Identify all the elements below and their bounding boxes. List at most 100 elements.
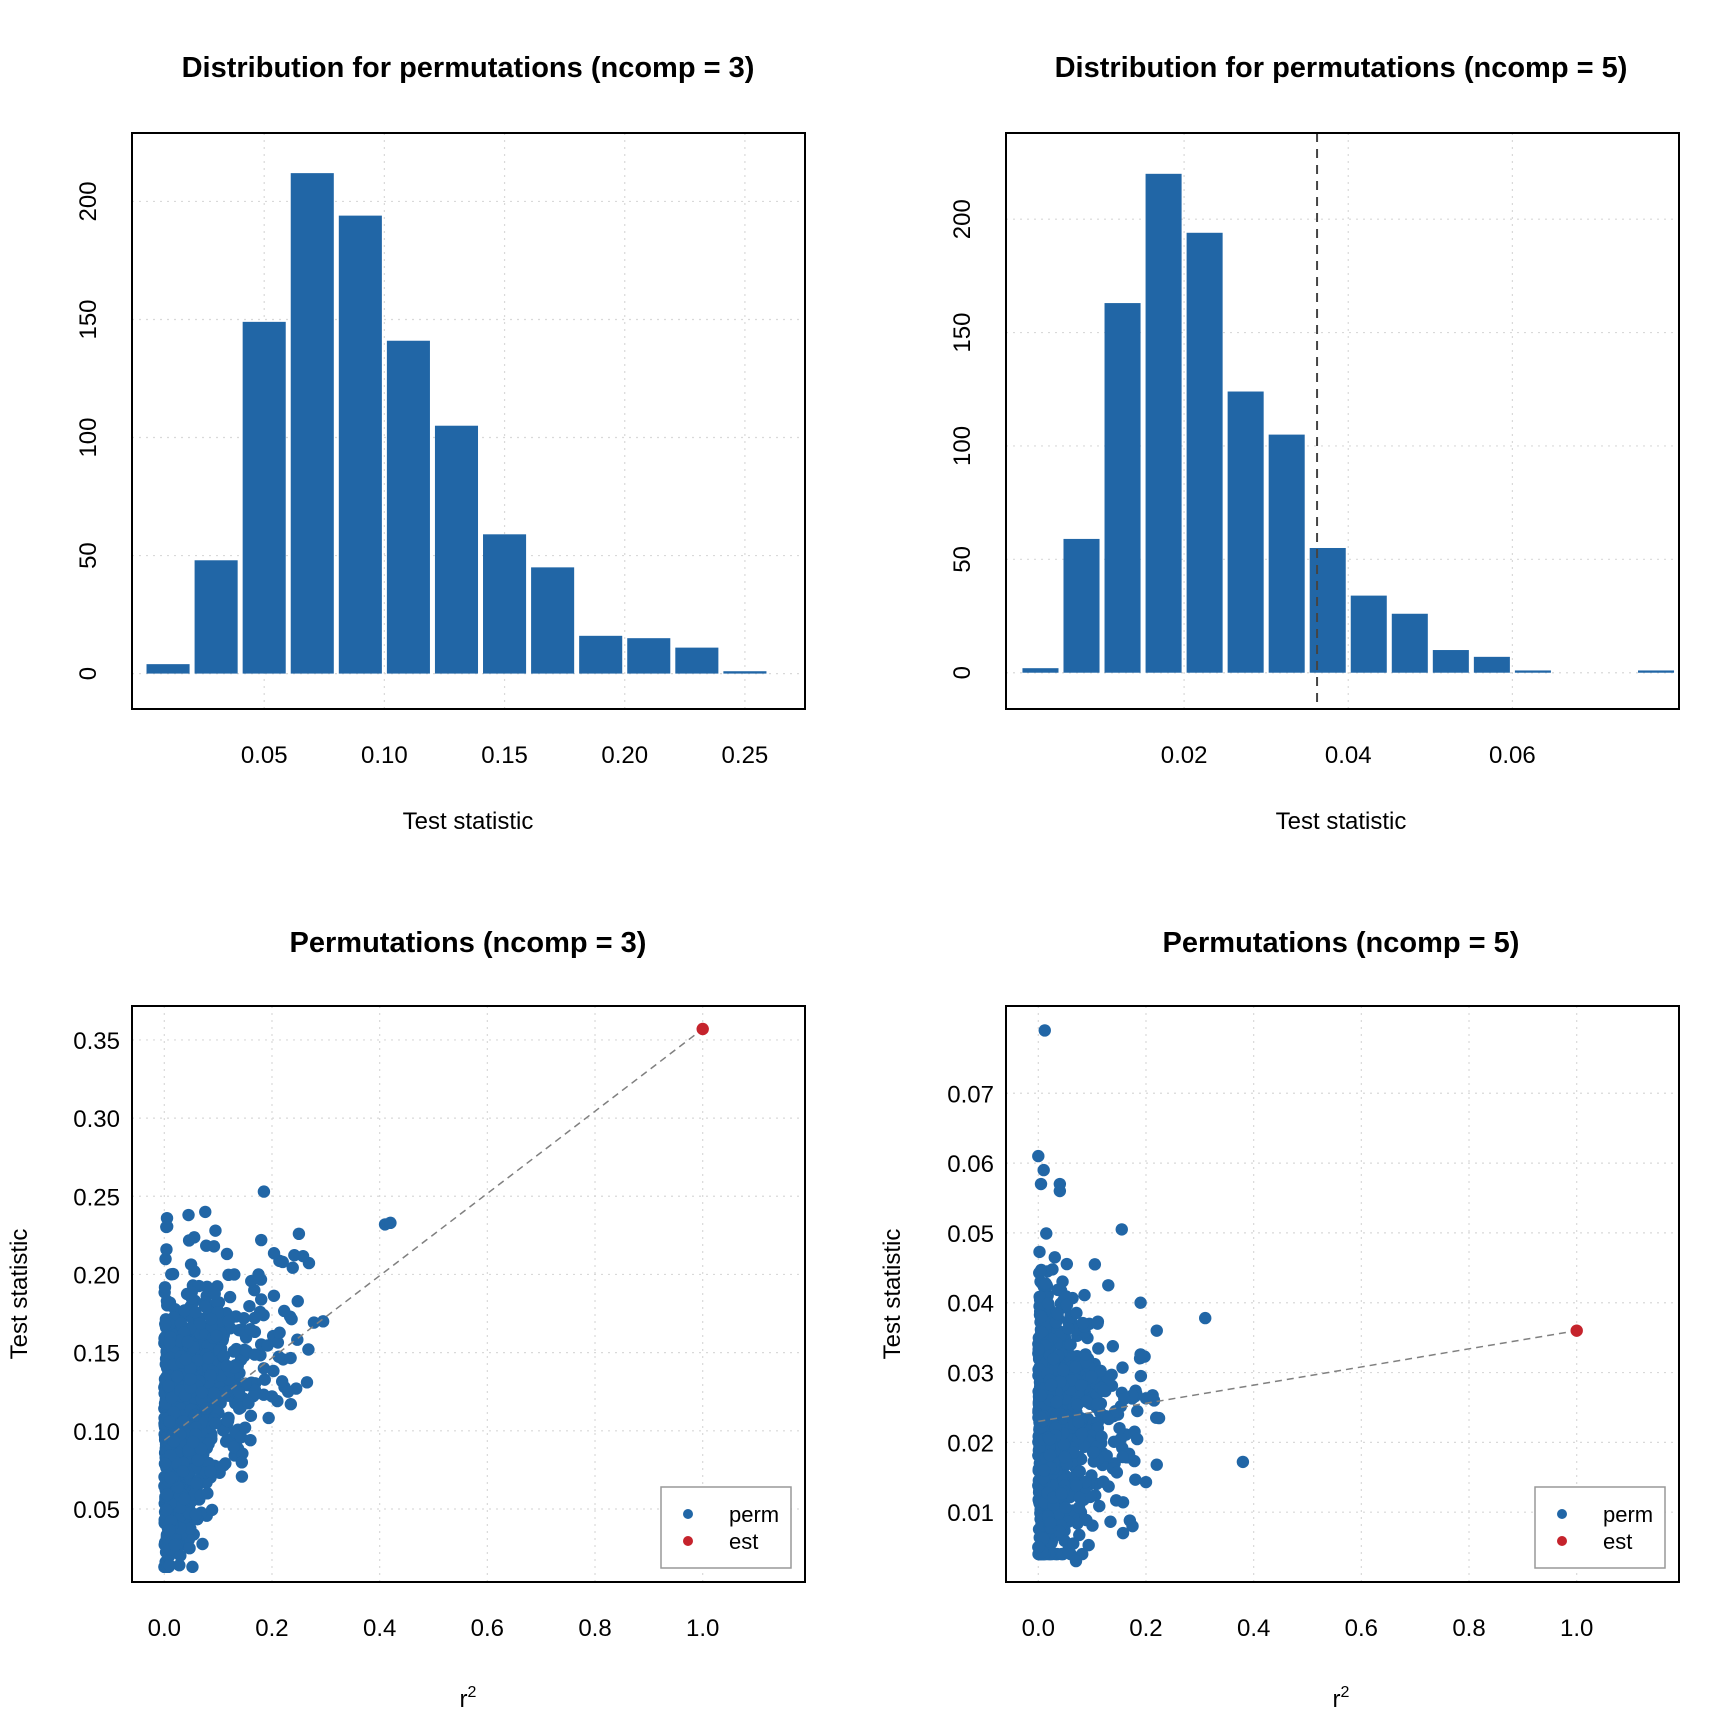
perm-point [1078,1288,1091,1302]
histogram-bar [338,215,382,674]
histogram-bar [1145,173,1182,673]
y-tick-label: 0 [949,666,976,679]
perm-point [300,1376,314,1389]
perm-point [262,1411,275,1425]
perm-point [163,1336,177,1349]
perm-point [228,1268,241,1281]
histogram-bar [1432,650,1469,673]
plot-frame [1005,132,1680,710]
y-axis-label: Test statistic [6,1229,33,1360]
perm-point [1048,1251,1061,1264]
x-axis-label-base: r [460,1686,468,1713]
perm-point [158,1457,172,1470]
perm-point [168,1538,182,1552]
perm-point [1073,1465,1086,1478]
histogram-bar [531,567,575,674]
perm-point [165,1391,178,1405]
histogram-bar [675,647,719,674]
scatter-panel-ncomp-3: Permutations (ncomp = 3) r2 Test statist… [6,927,806,1713]
perm-point [265,1390,279,1403]
x-tick-label: 0.0 [148,1615,181,1642]
perm-point [1034,1389,1048,1402]
y-tick-label: 0.02 [947,1430,994,1457]
perm-point [1035,1411,1048,1425]
histogram-bar [1514,670,1551,673]
regression-line [163,1028,704,1441]
histogram-bar [1350,595,1387,673]
perm-point [1134,1369,1148,1383]
perm-point [248,1311,261,1325]
perm-point [1102,1279,1115,1292]
perm-point [292,1227,306,1241]
histogram-bar [290,173,334,674]
histogram-bar [146,664,190,674]
perm-point [164,1471,177,1485]
perm-point [217,1459,230,1472]
perm-point [384,1216,397,1230]
perm-point [238,1421,252,1434]
perm-point [159,1503,173,1517]
x-axis-label-superscript: 2 [468,1684,477,1701]
perm-point [234,1431,248,1444]
perm-point [267,1364,280,1378]
histogram-bar [1227,391,1264,673]
legend-marker-est [1557,1536,1567,1546]
perm-point [193,1317,206,1330]
perm-point [1069,1360,1082,1374]
perm-point [1034,1310,1048,1324]
histogram-bar [1309,547,1346,673]
est-point [1570,1324,1583,1337]
perm-point [275,1375,289,1388]
y-tick-label: 0.05 [73,1497,120,1524]
y-tick-label: 200 [75,181,102,221]
perm-point [1074,1379,1088,1392]
perm-point [1060,1298,1074,1312]
perm-point [1236,1455,1250,1469]
perm-point [252,1268,265,1281]
perm-point [176,1465,190,1478]
perm-point [191,1453,205,1467]
histogram-bar [1022,668,1059,673]
perm-point [174,1549,187,1562]
perm-point [1037,1464,1051,1477]
histogram-bar [386,340,430,674]
perm-point [1038,1024,1051,1037]
plot-frame [131,132,806,710]
x-tick-label: 0.06 [1489,742,1536,769]
histogram-panel-ncomp-5: Distribution for permutations (ncomp = 5… [949,52,1680,835]
perm-point [220,1247,234,1261]
y-tick-label: 100 [75,418,102,458]
legend-label-perm: perm [1603,1502,1653,1527]
x-tick-label: 0.10 [361,742,408,769]
perm-point [1034,1177,1048,1191]
x-tick-label: 1.0 [686,1615,719,1642]
histogram-bar [434,425,479,674]
perm-point [227,1345,240,1358]
perm-point [207,1386,221,1400]
perm-point [202,1351,215,1365]
perm-point [1107,1435,1121,1448]
perm-point [1139,1475,1153,1489]
perm-point [255,1233,268,1247]
y-tick-label: 0.01 [947,1500,994,1527]
legend-label-est: est [729,1529,758,1554]
perm-point [1075,1427,1089,1441]
perm-point [1047,1352,1060,1366]
perm-point [1134,1296,1147,1309]
perm-point [235,1470,249,1483]
x-tick-label: 0.02 [1161,742,1208,769]
perm-point [198,1300,212,1313]
y-tick-label: 50 [949,546,976,573]
perm-point [1079,1348,1092,1361]
perm-point [1076,1316,1090,1330]
perm-point [1126,1519,1139,1533]
perm-point [184,1258,198,1271]
y-tick-label: 0.03 [947,1361,994,1388]
perm-point [1046,1263,1059,1276]
perm-point [182,1234,196,1247]
x-tick-label: 0.8 [578,1615,611,1642]
x-tick-label: 0.4 [1237,1615,1270,1642]
perm-point [1032,1343,1045,1356]
